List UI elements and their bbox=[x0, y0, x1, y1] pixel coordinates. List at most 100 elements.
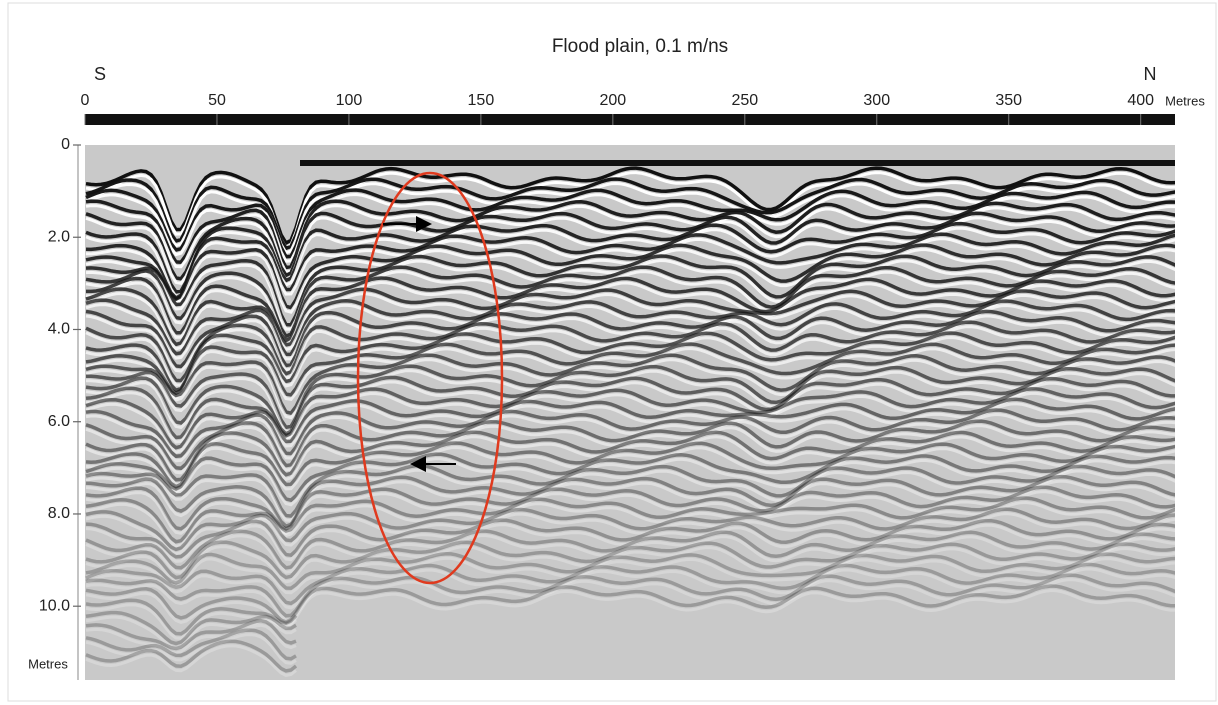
y-tick-label: 2.0 bbox=[48, 228, 70, 245]
reflector-dark bbox=[85, 452, 1175, 503]
reflector-light bbox=[85, 512, 1175, 556]
x-unit-label: Metres bbox=[1165, 93, 1205, 108]
reflector-dark bbox=[85, 243, 1175, 310]
reflector-light bbox=[85, 346, 1175, 402]
x-tick-label: 250 bbox=[731, 92, 758, 109]
reflector-light bbox=[85, 468, 1175, 523]
surface-reflector bbox=[300, 160, 1175, 166]
highlight-ellipse bbox=[356, 171, 504, 585]
reflector-light bbox=[85, 588, 1175, 629]
start-label: S bbox=[94, 64, 106, 84]
x-tick-label: 100 bbox=[336, 92, 363, 109]
reflector-light bbox=[85, 457, 1175, 507]
reflector-light bbox=[85, 237, 1175, 305]
reflector-light bbox=[85, 335, 1175, 397]
reflector-light bbox=[85, 490, 1175, 536]
x-tick-label: 150 bbox=[468, 92, 495, 109]
reflector-dark bbox=[85, 463, 1175, 518]
reflector-dark bbox=[85, 353, 1175, 416]
reflector-dark bbox=[85, 320, 1175, 383]
chart-title: Flood plain, 0.1 m/ns bbox=[552, 36, 728, 57]
reflector-dark bbox=[86, 276, 1175, 343]
reflector-dark bbox=[85, 628, 297, 661]
y-tick-label: 10.0 bbox=[39, 597, 70, 614]
y-tick-label: 0 bbox=[61, 136, 70, 153]
y-tick-label: 6.0 bbox=[48, 413, 70, 430]
reflector-light bbox=[85, 424, 1175, 475]
reflector-dark bbox=[85, 331, 1175, 393]
reflector-dark bbox=[85, 211, 1175, 281]
reflector-dark bbox=[85, 485, 1175, 531]
x-tick-label: 350 bbox=[995, 92, 1022, 109]
reflector-dark bbox=[85, 177, 1175, 251]
reflector-light bbox=[85, 171, 1175, 250]
reflector-dark bbox=[85, 529, 1175, 570]
reflector-dark bbox=[85, 419, 1175, 471]
distance-bar bbox=[85, 114, 1175, 125]
reflector-dark bbox=[85, 309, 1175, 369]
reflector-light bbox=[85, 545, 1175, 584]
reflector-dark bbox=[85, 287, 1175, 347]
reflector-light bbox=[85, 556, 1175, 595]
end-label: N bbox=[1144, 64, 1157, 84]
reflector-dark bbox=[85, 639, 298, 673]
reflector-dark bbox=[85, 540, 1175, 580]
reflector-dark bbox=[85, 441, 1175, 489]
reflector-light bbox=[85, 314, 1175, 373]
reflector-light bbox=[85, 523, 1175, 563]
reflector-dark bbox=[85, 610, 297, 646]
reflector-light bbox=[85, 633, 297, 665]
reflector-light bbox=[85, 500, 1175, 548]
reflector-dark bbox=[85, 496, 1175, 544]
frame bbox=[7, 2, 1217, 702]
reflector-dark bbox=[85, 265, 1175, 339]
reflector-light bbox=[85, 479, 1175, 533]
reflector-light bbox=[85, 325, 1175, 387]
reflector-dark bbox=[85, 551, 1175, 590]
y-axis-label: Metres bbox=[28, 656, 68, 671]
reflector-dark bbox=[85, 166, 1175, 246]
x-tick-label: 400 bbox=[1127, 92, 1154, 109]
y-tick-label: 4.0 bbox=[48, 321, 70, 338]
reflector-light bbox=[85, 603, 298, 640]
reflector-dark bbox=[85, 619, 297, 651]
reflector-light bbox=[85, 412, 1175, 463]
reflector-dark bbox=[85, 232, 1175, 301]
reflector-dark bbox=[85, 474, 1175, 529]
reflector-dark bbox=[85, 298, 1175, 357]
reflector-dark bbox=[85, 507, 1175, 552]
reflector-dark bbox=[85, 199, 1175, 270]
reflector-dark bbox=[85, 518, 1175, 559]
reflector-dark bbox=[85, 342, 1175, 397]
x-tick-label: 50 bbox=[208, 92, 226, 109]
reflector-dark bbox=[85, 375, 1175, 437]
reflector-light bbox=[85, 615, 297, 650]
reflector-dark bbox=[85, 364, 1175, 430]
reflector-light bbox=[85, 445, 1175, 493]
reflector-light bbox=[85, 578, 1175, 622]
radargram-texture bbox=[85, 160, 1175, 677]
y-tick-label: 8.0 bbox=[48, 505, 70, 522]
reflector-dark bbox=[85, 397, 1175, 450]
reflector-light bbox=[85, 204, 1175, 274]
reflector-dark bbox=[85, 562, 1175, 606]
reflector-light bbox=[85, 567, 1175, 610]
x-tick-label: 0 bbox=[81, 92, 90, 109]
reflector-light bbox=[85, 216, 1175, 285]
reflector-light bbox=[85, 303, 1175, 361]
reflector-light bbox=[85, 435, 1175, 486]
reflector-light bbox=[85, 270, 1175, 343]
reflector-light bbox=[85, 644, 297, 677]
x-tick-label: 200 bbox=[599, 92, 626, 109]
reflector-dark bbox=[85, 430, 1175, 482]
reflector-light bbox=[85, 534, 1175, 574]
reflector-light bbox=[85, 369, 1175, 434]
reflector-light bbox=[85, 380, 1175, 441]
reflector-dark bbox=[85, 584, 1175, 624]
reflector-dark bbox=[85, 254, 1175, 327]
reflector-dark bbox=[85, 598, 298, 636]
reflector-dark bbox=[85, 188, 1175, 259]
x-tick-label: 300 bbox=[863, 92, 890, 109]
reflector-dark bbox=[85, 221, 1175, 294]
